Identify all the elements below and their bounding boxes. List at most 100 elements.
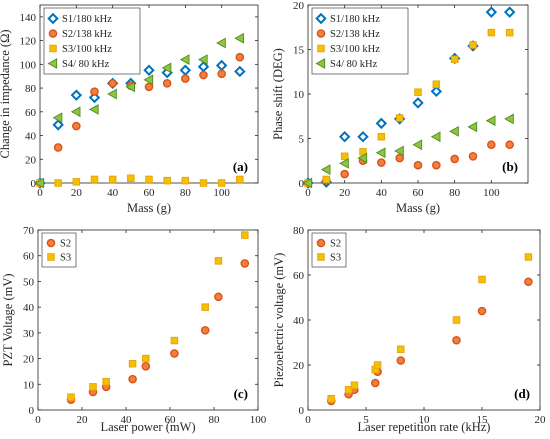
legend-label: S3/100 kHz (62, 44, 112, 55)
y-axis-label: Piezoelectric voltage (mV) (272, 253, 286, 388)
data-point (478, 275, 486, 284)
data-point (70, 89, 83, 101)
data-point (181, 74, 190, 83)
x-tick-label: 100 (483, 187, 500, 199)
data-point (339, 158, 349, 169)
legend-marker-s2 (46, 238, 56, 248)
y-tick-label: 40 (25, 131, 37, 143)
legend-marker-s4-80-khz (47, 58, 58, 69)
data-point (53, 143, 63, 152)
data-point (413, 160, 423, 170)
x-tick-label: 40 (376, 187, 388, 199)
data-point (88, 104, 99, 115)
legend-marker-s2-138-khz (316, 29, 326, 38)
legend-label: S2/138 kHz (62, 29, 112, 40)
data-point (128, 359, 137, 368)
legend-label: S2 (60, 239, 71, 250)
data-point (357, 152, 368, 164)
data-point (34, 177, 45, 189)
x-tick-label: 0 (305, 187, 311, 199)
y-tick-label: 50 (23, 276, 35, 288)
data-point (214, 257, 223, 265)
x-axis-label: Mass (g) (396, 201, 440, 215)
data-point (234, 32, 244, 44)
data-point (235, 52, 245, 62)
data-point (217, 69, 226, 79)
data-point (414, 88, 422, 96)
data-point (199, 70, 208, 80)
data-point (181, 176, 190, 185)
data-point (240, 259, 250, 268)
data-point (200, 325, 210, 335)
chart-panel-b: 0 20 40 60 80 100 0 5 10 15 20 Mass (g) Phase shift … (271, 0, 529, 215)
data-point (107, 88, 117, 100)
data-point (161, 62, 172, 74)
series-s3 (327, 253, 533, 403)
y-tick-label: 60 (25, 107, 37, 119)
y-tick-label: 0 (31, 178, 37, 190)
x-tick-label: 80 (180, 187, 192, 199)
x-tick-label: 20 (339, 187, 351, 199)
y-tick-label: 80 (293, 225, 305, 237)
data-point (108, 175, 117, 184)
data-point (377, 158, 386, 167)
data-point (72, 178, 81, 186)
legend-marker-s3-100-khz (317, 44, 325, 53)
y-tick-label: 120 (20, 36, 37, 48)
data-point (338, 131, 351, 143)
data-point (375, 117, 388, 130)
data-point (88, 91, 101, 104)
data-point (322, 175, 331, 184)
data-point (468, 151, 478, 161)
x-tick-label: 40 (107, 187, 119, 199)
data-point (505, 28, 514, 37)
data-point (449, 126, 459, 137)
data-point (102, 377, 110, 386)
x-tick-label: 20 (77, 414, 89, 426)
data-point (141, 361, 151, 371)
panel-label: (c) (234, 386, 248, 401)
data-point (477, 306, 487, 316)
data-point (452, 316, 461, 324)
series-s3 (67, 231, 249, 401)
chart-panel-d: 0 5 10 15 20 0 20 40 60 80 Laser repetition rate (… (272, 225, 546, 434)
y-tick-label: 80 (25, 83, 37, 95)
data-point (125, 81, 135, 93)
legend-label: S3/100 kHz (330, 44, 380, 55)
data-point (524, 253, 533, 261)
x-tick-label: 0 (37, 187, 43, 199)
data-point (170, 349, 179, 358)
legend-label: S1/180 kHz (330, 14, 380, 25)
x-tick-label: 0 (35, 414, 41, 426)
y-tick-label: 0 (299, 178, 305, 190)
data-point (236, 175, 244, 184)
legend-box (43, 7, 141, 75)
chart-panel-a: 0 20 40 60 80 100 0 20 40 60 80 100 120 140 Mass (g) Ch… (0, 4, 259, 215)
data-point (450, 55, 459, 64)
y-tick-label: 40 (293, 315, 305, 327)
data-point (350, 381, 359, 390)
x-tick-label: 10 (419, 414, 431, 426)
data-point (487, 28, 496, 37)
data-point (344, 386, 353, 394)
data-point (412, 139, 423, 151)
x-tick-label: 20 (71, 187, 83, 199)
data-point (485, 6, 498, 18)
data-point (142, 354, 150, 363)
y-axis-label: PZT Voltage (mV) (1, 273, 15, 366)
panel-label: (b) (502, 159, 518, 174)
data-point (412, 97, 424, 109)
legend-marker-s2-138-khz (48, 29, 58, 38)
legend-label: S2 (330, 239, 341, 250)
data-point (320, 164, 331, 176)
data-point (302, 177, 313, 189)
y-tick-label: 15 (293, 45, 305, 57)
data-point (357, 131, 369, 143)
legend-label: S3 (60, 253, 71, 264)
data-point (340, 152, 349, 161)
y-tick-label: 0 (29, 405, 35, 417)
x-axis-label: Laser repetition rate (kHz) (358, 420, 491, 434)
chart-panel-c: 0 20 40 60 80 100 0 10 20 30 40 50 60 70 Laser power (… (1, 225, 267, 434)
data-point (327, 395, 335, 403)
